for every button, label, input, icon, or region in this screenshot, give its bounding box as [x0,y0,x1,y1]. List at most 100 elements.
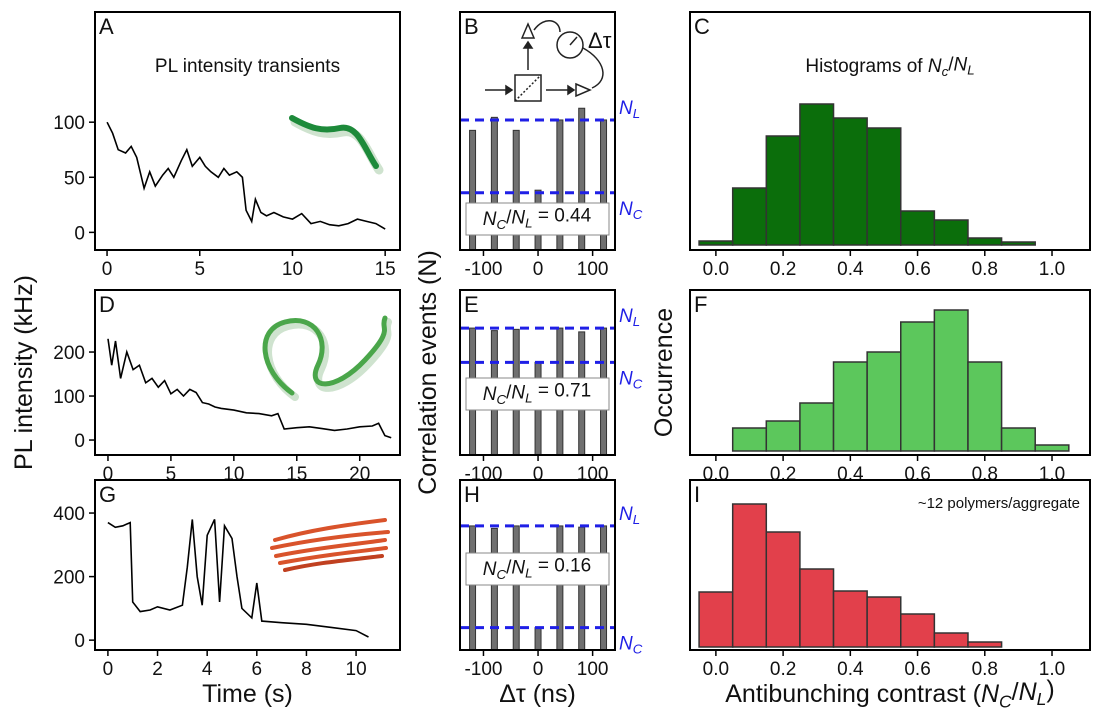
ratio-label: NC/NL = 0.16 [483,556,591,582]
x-axis-label-part: C [999,691,1012,711]
ratio-label-part: / [506,557,512,578]
ratio-label-part: N [511,382,525,403]
polymer-inset-a [289,115,384,175]
histogram-bar [866,596,902,648]
histogram-bar [698,591,734,648]
trace [107,519,369,638]
panel-letter: H [464,482,480,507]
reference-label-part: N [619,634,633,655]
histogram-bar [731,503,768,648]
x-tick-label: 15 [375,259,396,280]
ratio-label: NC/NL = 0.44 [483,206,592,232]
plot-frame [689,11,1091,251]
histogram-bar [765,531,801,648]
x-tick-label: 0.0 [703,464,729,485]
histogram-bar [967,361,1003,452]
x-axis-label-part: N [981,680,1000,708]
x-tick-label: 0.4 [837,659,864,680]
reference-label: NL [619,98,640,121]
bar [600,525,608,651]
panel-letter: B [464,14,479,39]
plot-frame [689,289,1091,456]
reference-label-part: L [633,512,640,527]
x-tick-label: 0.8 [972,259,998,280]
histogram-bar [900,210,936,246]
panel-title-part: N [928,56,942,77]
aggregate-inset-g [270,518,390,572]
histogram-bar [1034,444,1070,452]
bar [534,627,542,651]
bar [490,527,498,651]
x-axis-label-part: L [1037,689,1047,709]
ratio-label-part: L [525,565,532,580]
x-tick-label: -100 [464,659,502,680]
histogram-bar [698,240,734,246]
reference-label-part: N [619,368,633,389]
reference-label: NC [619,634,643,657]
histogram-bar [933,632,969,648]
y-tick-label: 100 [53,387,85,408]
x-tick-label: 0.2 [770,659,796,680]
histogram-bar [731,427,768,452]
ratio-label-part: C [497,392,507,407]
y-tick-label: 400 [53,504,85,525]
x-tick-label: 0 [103,659,114,680]
x-tick-label: -100 [464,259,502,280]
histogram-bar [933,309,969,452]
reference-label-part: N [619,306,633,327]
x-tick-label: 0.8 [972,659,998,680]
ratio-label-part: N [483,209,497,230]
polymer-inset-d [262,315,392,401]
bar [578,526,586,651]
reference-label: NL [619,504,640,527]
reference-label-part: N [619,504,633,525]
annotation: ~12 polymers/aggregate [918,495,1080,512]
ratio-label-part: L [525,390,532,405]
x-tick-label: 0 [533,259,544,280]
panel-letter: I [694,482,700,507]
x-tick-label: 0.6 [904,464,930,485]
histogram-bar [900,321,936,452]
ratio-label-part: C [497,217,507,232]
y-tick-label: 0 [74,223,85,244]
ratio-box [465,552,610,586]
x-tick-label: 15 [286,464,307,485]
x-axis-label-part: Antibunching contrast ( [725,680,981,708]
x-tick-label: 0 [102,259,113,280]
y-tick-label: 200 [53,343,85,364]
histogram-bar [765,135,801,246]
panel-letter: A [99,14,114,39]
histogram-bar [832,590,868,648]
x-axis-label-part: ) [1046,676,1054,704]
panel-title-part: c [942,64,949,79]
panel-letter: G [99,482,116,507]
x-tick-label: 20 [349,464,370,485]
x-axis-label: Antibunching contrast (NC/NL) [725,676,1054,711]
plot-frame [94,289,401,456]
x-axis-label-part: N [1019,678,1038,706]
histogram-bar [1000,427,1036,452]
ratio-label-part: N [483,559,497,580]
x-tick-label: 2 [152,659,163,680]
x-tick-label: 0.4 [837,464,864,485]
x-tick-label: 0.4 [837,259,864,280]
x-tick-label: 0.2 [770,464,796,485]
plot-frame [94,11,401,251]
plot-frame [94,479,401,651]
histogram-bar [731,187,768,246]
x-axis-label-part: / [1012,678,1019,706]
trace [106,121,386,230]
x-tick-label: 0.6 [904,259,930,280]
ratio-label-part: N [511,207,525,228]
trace [107,338,392,439]
x-tick-label: 0.0 [703,659,729,680]
ratio-box [465,377,610,411]
histogram-bar [799,103,835,246]
panel-title: Histograms of Nc/NL [805,54,974,79]
x-tick-label: 10 [223,464,244,485]
x-tick-label: 0 [533,659,544,680]
x-tick-label: 4 [202,659,213,680]
x-tick-label: 0 [103,464,114,485]
reference-label: NL [619,306,640,329]
plot-frame [459,479,616,651]
